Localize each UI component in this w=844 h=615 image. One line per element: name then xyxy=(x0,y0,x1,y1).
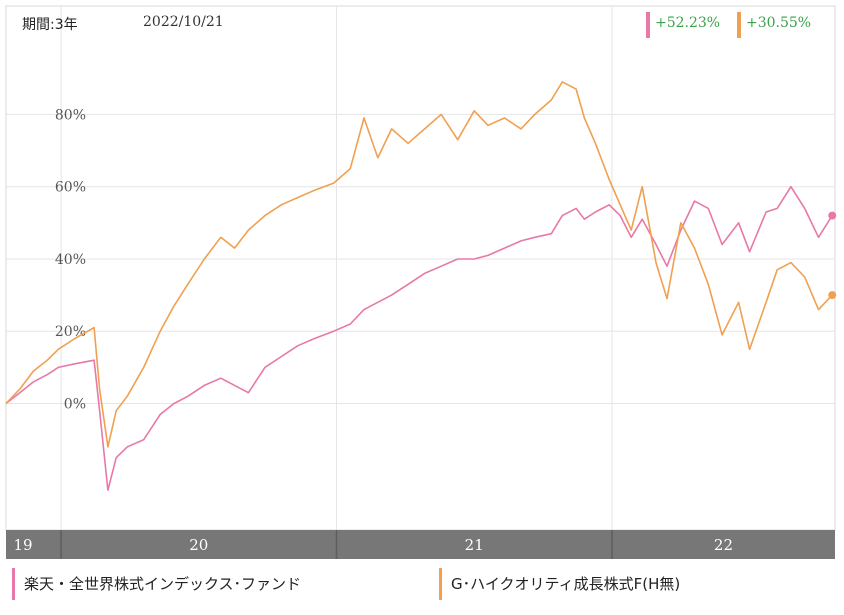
year-band-label: 20 xyxy=(189,536,208,554)
series-lines xyxy=(5,81,837,491)
year-band-label: 22 xyxy=(714,536,733,554)
y-tick-label: 80% xyxy=(55,107,86,123)
legend-label: G･ハイクオリティ成長株式F(H無) xyxy=(451,575,681,593)
legend-color-bar xyxy=(439,568,442,600)
plot-area xyxy=(5,5,836,531)
date-label: 2022/10/21 xyxy=(143,14,224,30)
year-band-axis: 19 20 21 22 xyxy=(6,530,835,559)
legend-label: 楽天・全世界株式インデックス･ファンド xyxy=(24,575,302,593)
return-badge-rakuten: +52.23% xyxy=(646,12,721,38)
legend-item-g-high-quality: G･ハイクオリティ成長株式F(H無) xyxy=(439,568,680,600)
series-end-marker xyxy=(828,291,837,300)
return-value: +30.55% xyxy=(746,15,812,31)
year-band-label: 21 xyxy=(465,536,484,554)
series-end-marker xyxy=(828,211,837,220)
return-value: +52.23% xyxy=(655,15,721,31)
series-line xyxy=(5,81,833,448)
grid-lines xyxy=(6,6,835,530)
y-tick-label: 60% xyxy=(55,180,86,196)
year-band xyxy=(61,530,337,559)
year-band xyxy=(611,530,835,559)
year-band xyxy=(336,530,612,559)
return-color-bar xyxy=(646,12,650,38)
y-tick-label: 0% xyxy=(64,397,86,413)
y-tick-label: 40% xyxy=(55,252,86,268)
return-badge-g-high-quality: +30.55% xyxy=(737,12,812,38)
year-band-label: 19 xyxy=(13,536,32,554)
series-line xyxy=(5,185,833,491)
return-color-bar xyxy=(737,12,741,38)
year-band xyxy=(6,530,62,559)
legend-item-rakuten: 楽天・全世界株式インデックス･ファンド xyxy=(12,568,301,600)
y-tick-label: 20% xyxy=(55,324,86,340)
legend-color-bar xyxy=(12,568,15,600)
period-label: 期間:3年 xyxy=(22,17,78,33)
